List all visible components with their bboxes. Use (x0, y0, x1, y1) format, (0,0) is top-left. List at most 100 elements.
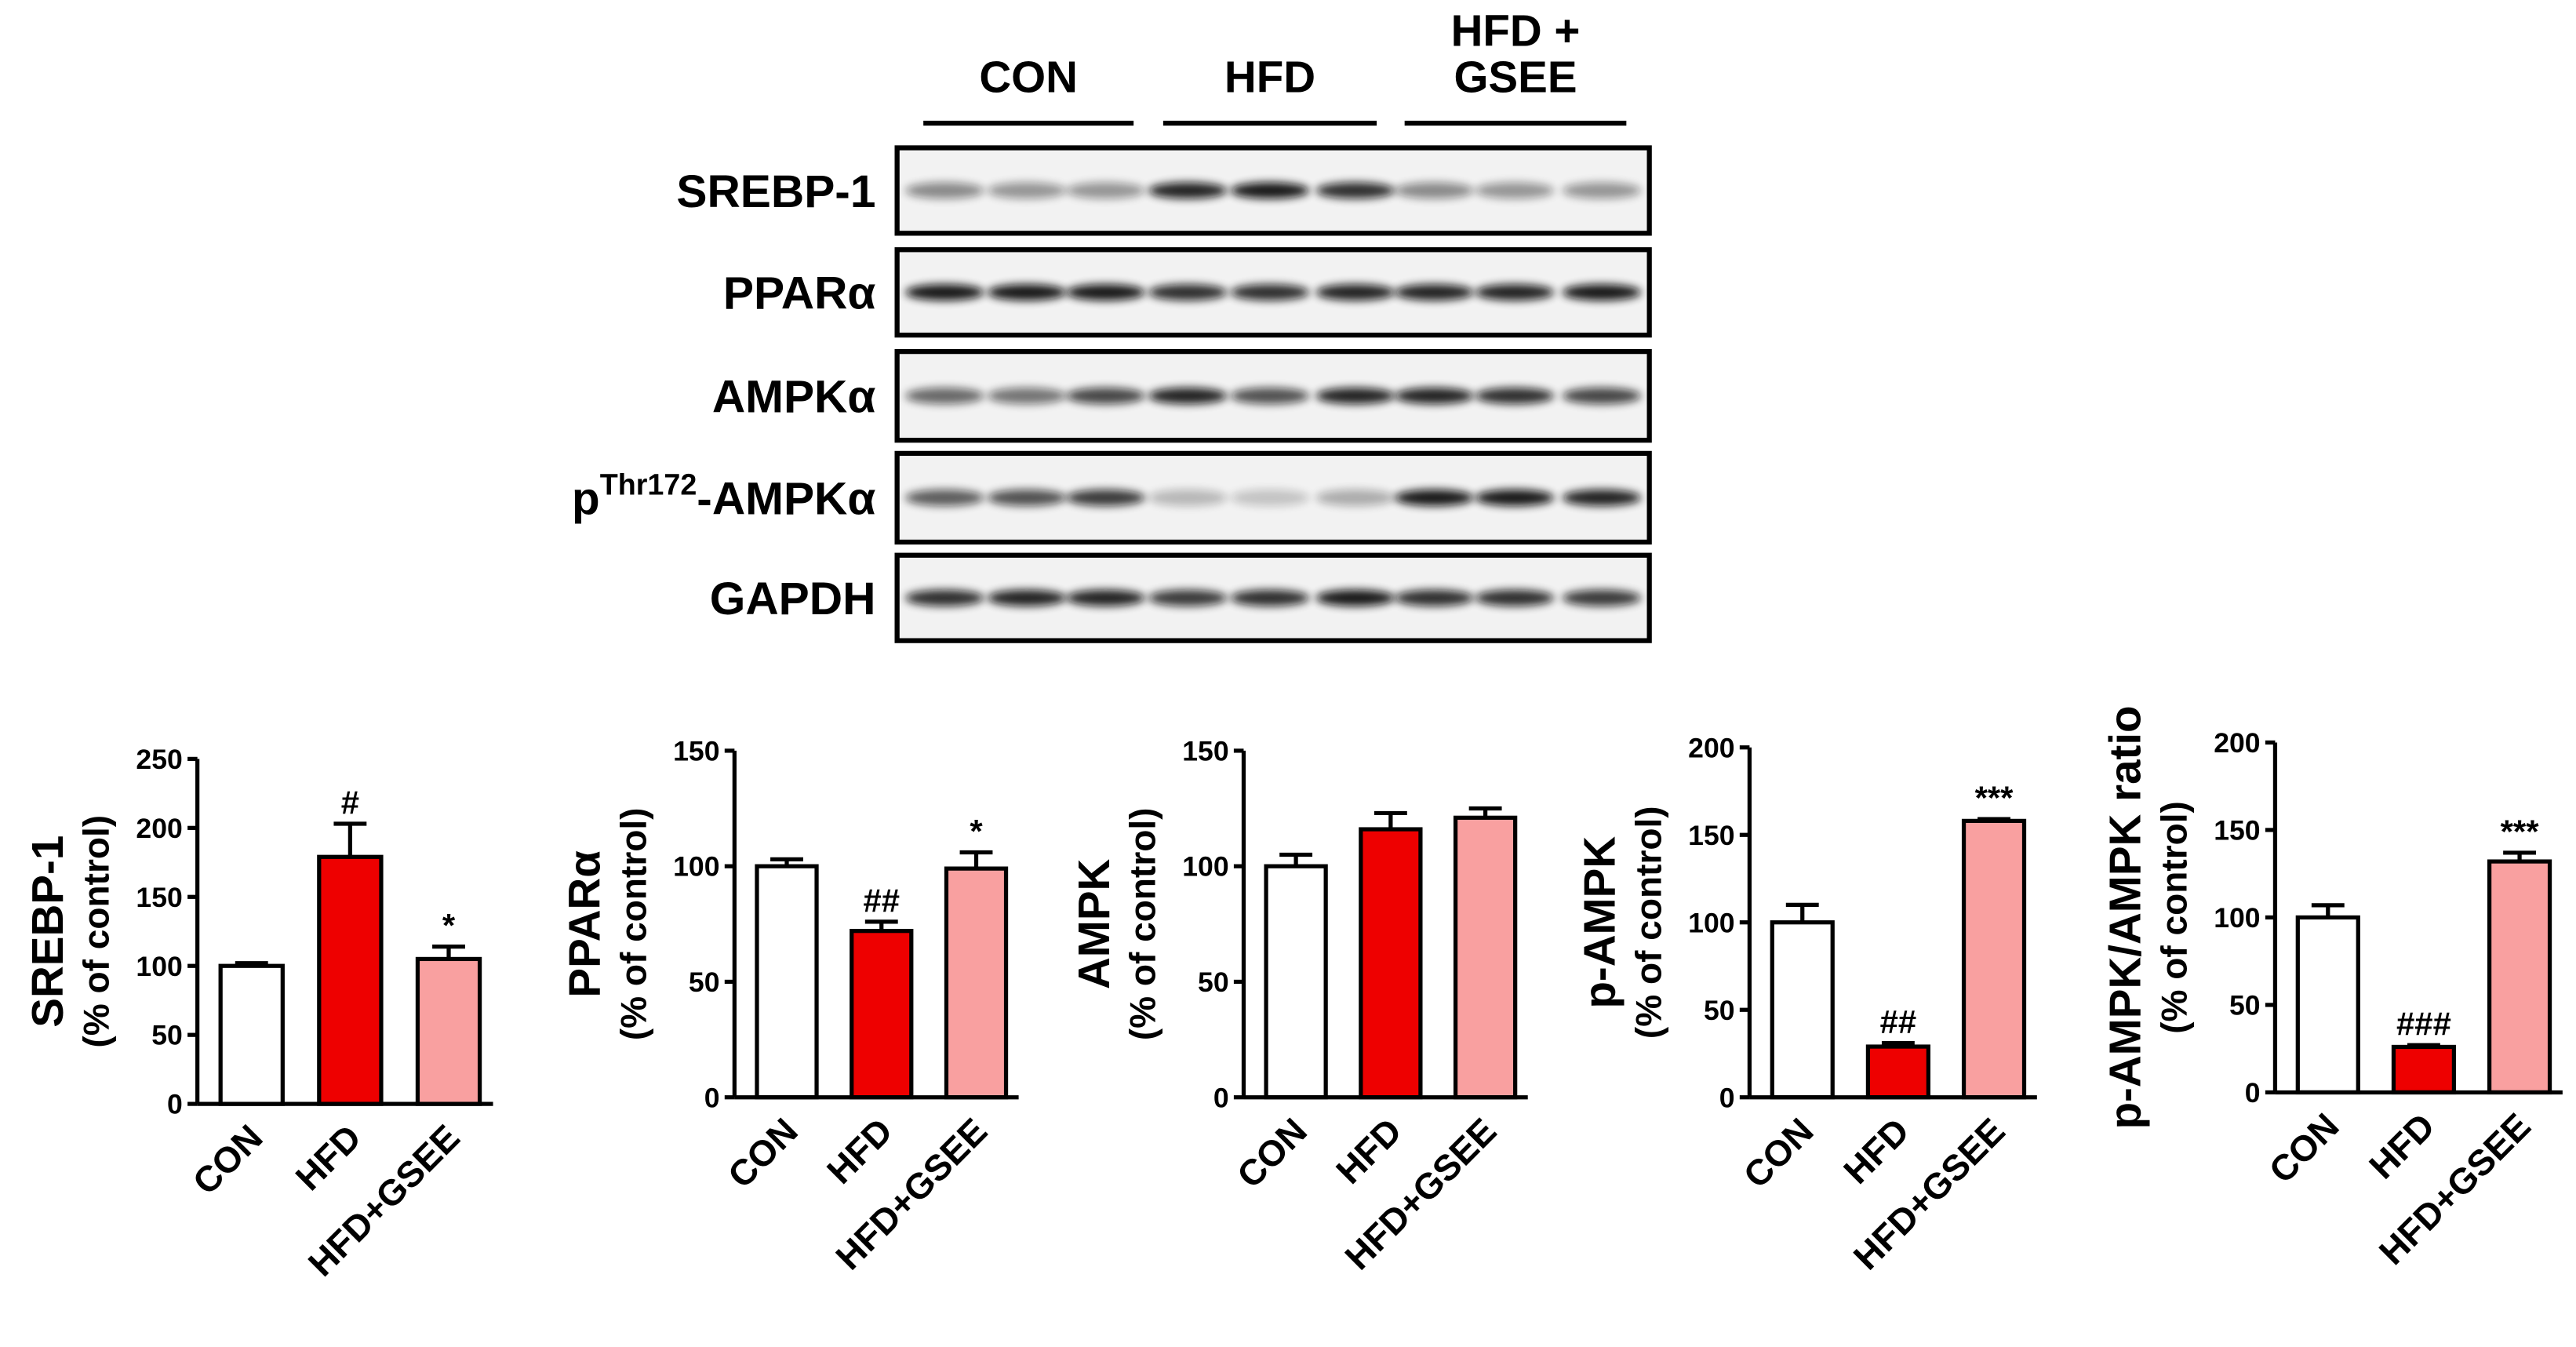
bar (2391, 1044, 2457, 1095)
y-tick-label: 0 (1213, 1082, 1229, 1113)
group-label: HFD (1224, 52, 1315, 101)
significance-label: ## (863, 882, 900, 919)
y-axis-subtitle: (% of control) (613, 807, 653, 1040)
bar (944, 866, 1009, 1100)
x-tick-label: HFD (2361, 1105, 2443, 1187)
y-tick-label: 100 (1688, 907, 1734, 938)
y-axis-title: SREBP-1 (23, 836, 72, 1028)
y-tick-label: 50 (2229, 990, 2261, 1021)
blot-band (1475, 284, 1555, 301)
y-tick-label: 100 (1182, 851, 1228, 883)
blot-band (1148, 589, 1228, 606)
y-tick-label: 0 (704, 1082, 720, 1113)
blot-band (1475, 388, 1555, 405)
group-label: GSEE (1454, 52, 1577, 101)
y-tick-label: 100 (136, 951, 182, 982)
blot-band (1066, 489, 1145, 506)
y-tick-label: 150 (136, 882, 182, 913)
y-tick-label: 0 (1719, 1082, 1735, 1113)
x-tick-label: CON (1229, 1110, 1315, 1196)
bar (317, 854, 384, 1106)
blot-band (987, 489, 1067, 506)
bar (1770, 920, 1835, 1100)
x-tick-label: HFD (819, 1110, 901, 1192)
y-axis-title: AMPK (1069, 858, 1119, 989)
x-tick-label: HFD (288, 1116, 369, 1198)
protein-label: SREBP-1 (676, 166, 875, 217)
blot-band (1066, 589, 1145, 606)
blot-band (1230, 589, 1310, 606)
blot-band (905, 589, 984, 606)
y-tick-label: 150 (1688, 820, 1734, 851)
y-tick-label: 150 (1182, 735, 1228, 766)
blot-band (905, 284, 984, 301)
blot-band (1562, 489, 1642, 506)
bar (2295, 915, 2360, 1095)
protein-label: pThr172-AMPKα (572, 468, 876, 524)
blot-band (987, 182, 1067, 199)
bar (1359, 827, 1423, 1100)
y-tick-label: 50 (689, 967, 720, 998)
y-axis-title: PPARα (560, 850, 609, 998)
y-axis-title: p-AMPK/AMPK ratio (2101, 705, 2150, 1129)
x-tick-label: CON (1735, 1110, 1821, 1196)
significance-label: # (341, 784, 359, 821)
bar (755, 864, 819, 1100)
blot-band (1395, 182, 1474, 199)
blot-band (1315, 284, 1395, 301)
bar (218, 963, 285, 1106)
bar (850, 929, 914, 1100)
blot-band (1148, 489, 1228, 506)
significance-label: *** (2501, 813, 2540, 850)
x-tick-label: HFD (1836, 1110, 1917, 1192)
x-tick-label: CON (2261, 1105, 2346, 1191)
blot-band (1066, 182, 1145, 199)
bar (1264, 864, 1328, 1100)
blot-band (1475, 182, 1555, 199)
blot-band (1562, 182, 1642, 199)
blot-band (1148, 284, 1228, 301)
y-axis-subtitle: (% of control) (1122, 807, 1162, 1040)
bar (1961, 818, 2027, 1100)
y-axis-subtitle: (% of control) (2153, 801, 2194, 1034)
y-tick-label: 0 (167, 1089, 183, 1120)
bar (1453, 815, 1518, 1100)
y-tick-label: 250 (136, 744, 182, 775)
significance-label: ## (1880, 1003, 1917, 1040)
y-tick-label: 150 (2214, 815, 2260, 846)
y-tick-label: 50 (151, 1020, 183, 1051)
significance-label: *** (1975, 780, 2014, 817)
blot-band (905, 182, 984, 199)
x-tick-label: HFD (1328, 1110, 1410, 1192)
protein-label: PPARα (723, 268, 876, 319)
protein-label-sup: Thr172 (600, 468, 697, 501)
blot-band (1562, 388, 1642, 405)
blot-band (1562, 589, 1642, 606)
blot-band (1148, 182, 1228, 199)
y-axis-subtitle: (% of control) (76, 815, 117, 1048)
y-tick-label: 200 (136, 813, 182, 844)
group-label: CON (979, 52, 1078, 101)
blot-band (1230, 388, 1310, 405)
blot-band (987, 388, 1067, 405)
protein-label-part: p (572, 473, 600, 524)
blot-band (905, 388, 984, 405)
blot-band (1395, 489, 1474, 506)
y-tick-label: 200 (2214, 727, 2260, 759)
blot-band (1475, 589, 1555, 606)
blot-band (1315, 589, 1395, 606)
y-tick-label: 50 (1704, 995, 1735, 1026)
y-tick-label: 100 (2214, 902, 2260, 934)
y-tick-label: 200 (1688, 732, 1734, 763)
blot-band (1395, 589, 1474, 606)
significance-label: * (970, 813, 983, 850)
blot-band (1230, 489, 1310, 506)
protein-label: AMPKα (712, 372, 876, 423)
significance-label: * (442, 907, 456, 944)
blot-band (1315, 388, 1395, 405)
blot-band (987, 589, 1067, 606)
y-axis-subtitle: (% of control) (1628, 806, 1668, 1039)
x-tick-label: CON (184, 1116, 270, 1202)
y-tick-label: 0 (2245, 1077, 2261, 1109)
blot-band (1395, 388, 1474, 405)
